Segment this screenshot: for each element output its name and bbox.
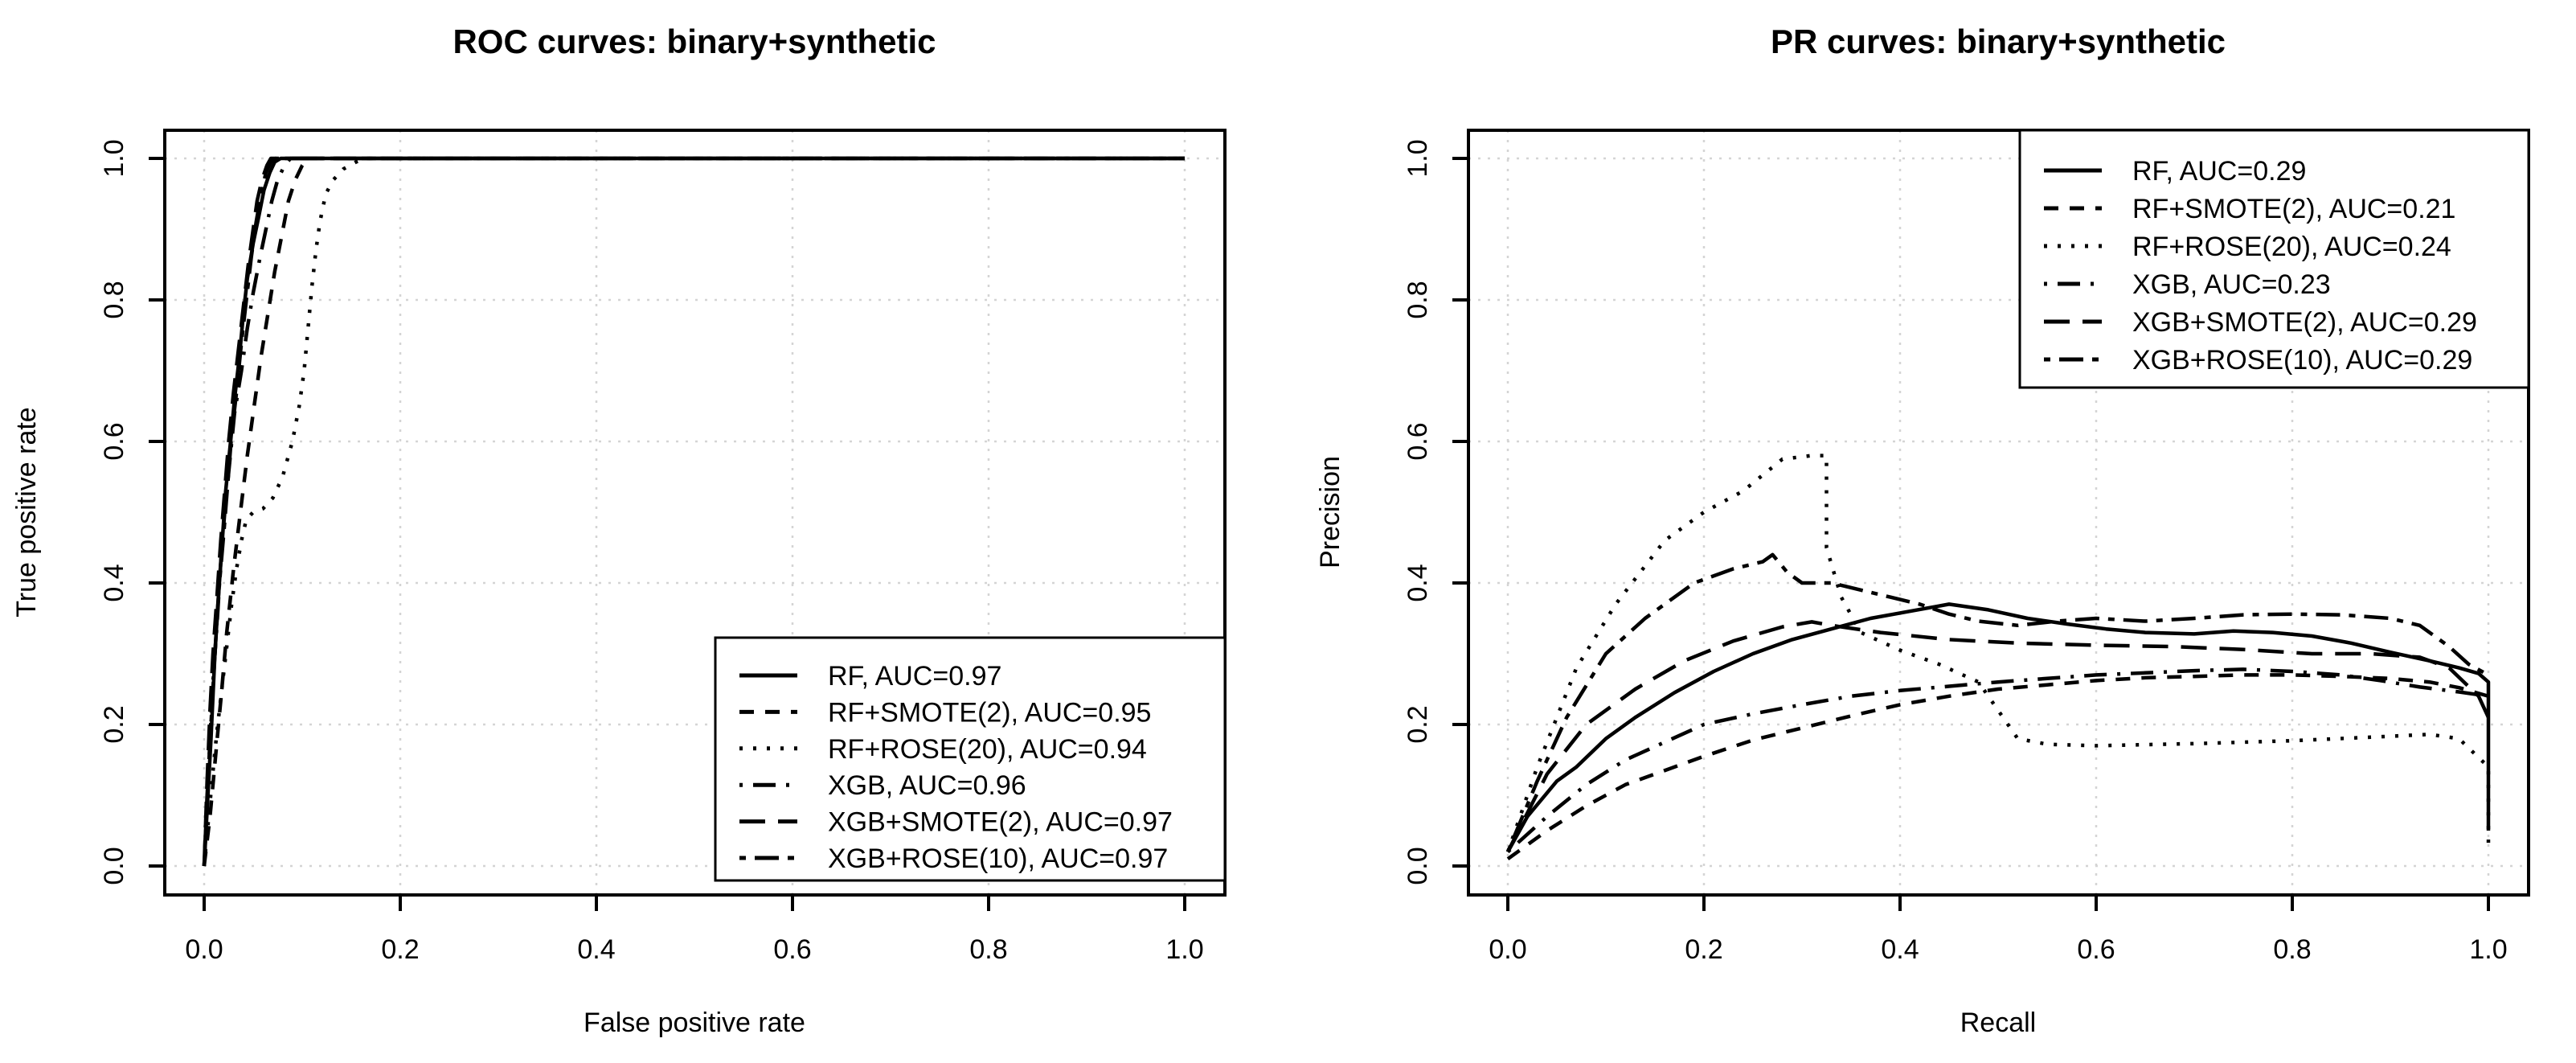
x-tick-label: 0.0 bbox=[1489, 934, 1526, 965]
x-tick-label: 0.8 bbox=[969, 934, 1007, 965]
pr-panel: 0.0 0.2 0.4 0.6 0.8 1.0 0.0 0.2 0.4 0.6 0.8 1.0 RF, … bbox=[1315, 23, 2530, 1038]
x-tick-label: 0.4 bbox=[577, 934, 615, 965]
y-tick-label: 0.2 bbox=[99, 705, 129, 743]
plot-box bbox=[163, 129, 1227, 897]
series-line-twodash bbox=[202, 156, 1185, 867]
x-tick-label: 0.2 bbox=[381, 934, 419, 965]
y-tick-label: 0.6 bbox=[99, 422, 129, 460]
x-tick-label: 0.6 bbox=[773, 934, 811, 965]
y-tick-label: 0.4 bbox=[1403, 564, 1433, 601]
x-tick-label: 1.0 bbox=[2469, 934, 2507, 965]
legend-label: RF+SMOTE(2), AUC=0.95 bbox=[828, 697, 1151, 728]
y-tick-label: 0.0 bbox=[1403, 847, 1433, 884]
y-tick-label: 0.8 bbox=[99, 281, 129, 318]
legend-label: XGB+ROSE(10), AUC=0.29 bbox=[2132, 345, 2472, 376]
x-tick-label: 0.8 bbox=[2273, 934, 2311, 965]
legend-box bbox=[2018, 129, 2530, 389]
x-tick-label: 0.2 bbox=[1685, 934, 1722, 965]
x-tick-label: 0.6 bbox=[2077, 934, 2115, 965]
y-tick-label: 1.0 bbox=[99, 139, 129, 177]
series-line-dotted bbox=[202, 156, 1185, 867]
legend-label: XGB, AUC=0.23 bbox=[2132, 269, 2331, 300]
legend-box bbox=[714, 636, 1227, 882]
plot-box bbox=[1467, 129, 2530, 897]
series-line-dotdash bbox=[1506, 667, 2489, 854]
series-line-longdash bbox=[202, 156, 1185, 867]
legend-label: RF, AUC=0.97 bbox=[828, 661, 1001, 692]
y-tick-label: 0.6 bbox=[1403, 422, 1433, 460]
series-line-solid bbox=[1506, 602, 2491, 853]
legend-label: XGB+SMOTE(2), AUC=0.97 bbox=[828, 807, 1173, 838]
legend-label: RF+ROSE(20), AUC=0.24 bbox=[2132, 232, 2451, 262]
series-line-dotted bbox=[1505, 454, 2491, 853]
legend-label: XGB, AUC=0.96 bbox=[828, 770, 1026, 801]
x-tick-label: 0.0 bbox=[185, 934, 223, 965]
legend-label: RF+ROSE(20), AUC=0.94 bbox=[828, 734, 1147, 765]
roc-panel: 0.0 0.2 0.4 0.6 0.8 1.0 0.0 0.2 0.4 0.6 0.8 1.0 RF, … bbox=[11, 23, 1227, 1038]
series-line-dashed bbox=[1506, 673, 2489, 861]
x-tick-label: 0.4 bbox=[1881, 934, 1919, 965]
x-axis-label: Recall bbox=[1960, 1008, 2036, 1038]
legend-label: RF+SMOTE(2), AUC=0.21 bbox=[2132, 194, 2455, 224]
legend-label: XGB+ROSE(10), AUC=0.97 bbox=[828, 843, 1168, 874]
series-line-twodash bbox=[1505, 552, 2490, 853]
y-axis-label: True positive rate bbox=[11, 407, 42, 617]
x-tick-label: 1.0 bbox=[1165, 934, 1203, 965]
legend-label: XGB+SMOTE(2), AUC=0.29 bbox=[2132, 307, 2477, 338]
y-tick-label: 0.4 bbox=[99, 564, 129, 601]
chart-title: ROC curves: binary+synthetic bbox=[453, 23, 936, 60]
y-tick-label: 0.2 bbox=[1403, 705, 1433, 743]
y-tick-label: 0.0 bbox=[99, 847, 129, 884]
y-tick-label: 0.8 bbox=[1403, 281, 1433, 318]
y-axis-label: Precision bbox=[1315, 456, 1345, 568]
legend-label: RF, AUC=0.29 bbox=[2132, 156, 2306, 187]
x-axis-label: False positive rate bbox=[584, 1008, 805, 1038]
y-tick-label: 1.0 bbox=[1403, 139, 1433, 177]
chart-title: PR curves: binary+synthetic bbox=[1771, 23, 2226, 60]
